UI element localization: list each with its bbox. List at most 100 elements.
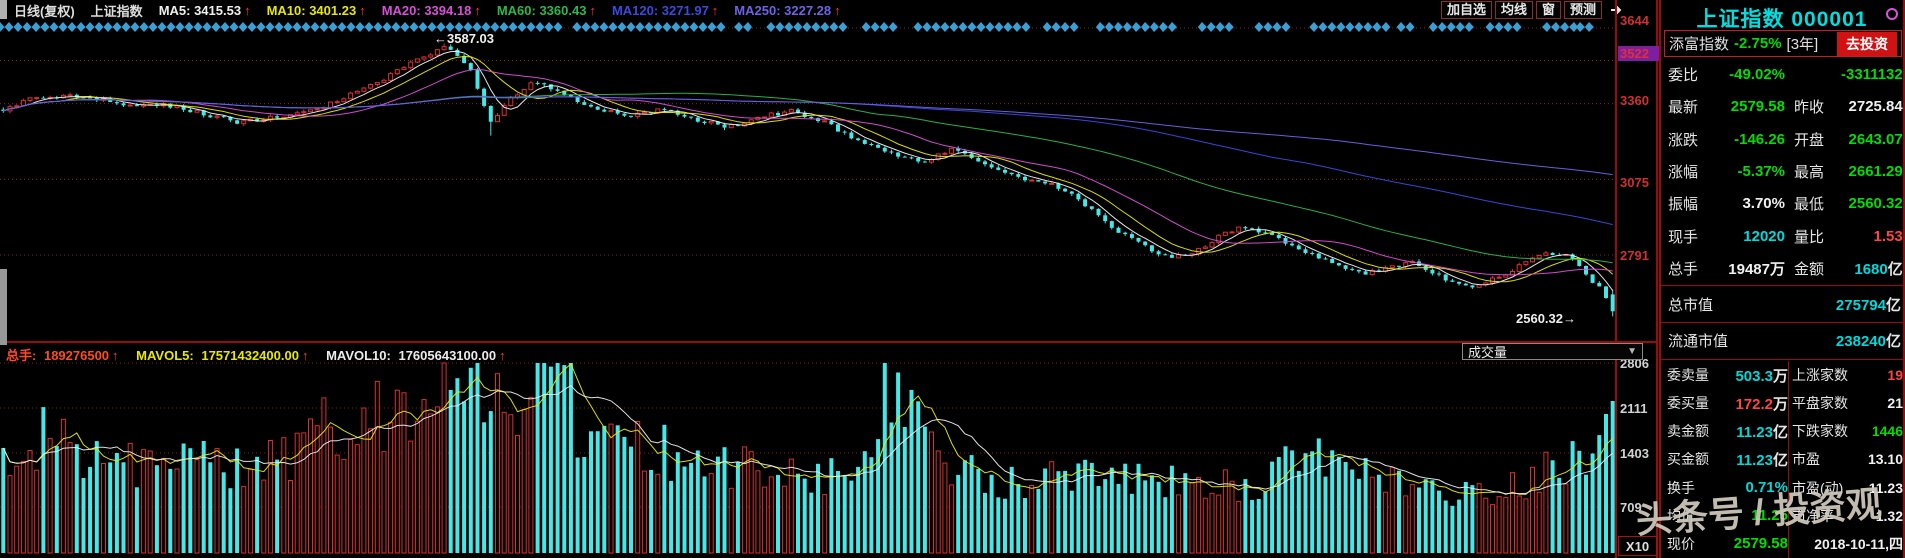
quote-cell: 昨收 [1794, 99, 1825, 117]
price-tick-highlighted: 3522 [1618, 46, 1659, 61]
quote-cell: 3.70% [1742, 195, 1785, 213]
up-arrow-icon: ↑ [589, 2, 596, 18]
stat-value: 21 [1887, 395, 1903, 412]
mavol10-value: 17605643100.00 [398, 348, 497, 363]
symbol-label: 上证指数 [90, 3, 143, 19]
quote-row: 总手 19487万 金额 1680亿 [1663, 253, 1905, 285]
mavol5-value: 17571432400.00 [201, 348, 299, 363]
stat-value: 172.2万 [1735, 395, 1788, 413]
panel-separator [1661, 359, 1903, 360]
stat-value: 1446 [1871, 423, 1903, 440]
price-candlestick-chart[interactable] [0, 20, 1616, 342]
quote-cell: 量比 [1794, 228, 1825, 246]
volume-indicator-header: 总手: 189276500 ↑ MAVOL5: 17571432400.00 ↑ M… [6, 345, 506, 364]
quote-cell: 金额 [1794, 261, 1825, 279]
stat-row: 卖金额 11.23亿 [1663, 417, 1788, 445]
panel-separator [1661, 322, 1903, 323]
invest-button[interactable]: 去投资 [1837, 31, 1897, 56]
left-edge-scrollbar[interactable] [0, 269, 7, 345]
stat-label: 买金额 [1667, 451, 1709, 468]
quote-cell: 现手 [1668, 228, 1699, 246]
stat-row: 2018-10-11,四 [1790, 530, 1903, 558]
quote-panel: 上证指数 000001 添富指数 -2.75% [3年] 去投资 委比 -49.0… [1659, 0, 1905, 558]
quote-cell: -49.02% [1729, 65, 1785, 83]
unit-label: 亿 [1885, 297, 1901, 315]
price-tick: 3644 [1620, 13, 1649, 28]
last-low-annotation: 2560.32→ [1516, 311, 1576, 326]
stat-value: 13.10 [1867, 451, 1903, 468]
unit-label: 万 [1772, 367, 1788, 385]
up-arrow-icon: ↑ [112, 348, 119, 363]
quote-cell: 19487万 [1728, 261, 1785, 279]
stat-row: 下跌家数 1446 [1790, 417, 1903, 445]
stat-label: 市净率 [1792, 507, 1834, 524]
cap-row: 总市值 275794亿 [1663, 287, 1903, 323]
ma-legend-item: MA250: 3227.28 ↑ [734, 2, 841, 18]
quote-row: 最新 2579.58 昨收 2725.84 [1663, 90, 1905, 122]
quote-cell: 12020 [1743, 227, 1785, 245]
cap-value: 275794亿 [1835, 297, 1901, 315]
up-arrow-icon: ↑ [711, 2, 719, 18]
up-arrow-icon: ↑ [834, 2, 841, 18]
period-label[interactable]: 日线(复权) [14, 3, 75, 19]
unit-label: 亿 [1772, 451, 1788, 469]
chevron-down-icon: ▼ [1627, 346, 1637, 357]
volume-tick: 2111 [1620, 401, 1648, 416]
up-arrow-icon: ↑ [359, 2, 366, 18]
volume-bar-chart[interactable] [0, 343, 1616, 558]
cap-label: 流通市值 [1668, 332, 1729, 350]
left-edge-strip-top [0, 0, 7, 19]
quote-cell: -3311132 [1841, 65, 1903, 83]
stat-label: 平盘家数 [1792, 395, 1848, 412]
stat-row: 平盘家数 21 [1790, 389, 1903, 417]
quote-cell: 最高 [1794, 163, 1825, 181]
toolbar-button-窗[interactable]: 窗 [1536, 1, 1562, 19]
panel-corner-icon[interactable] [1886, 8, 1898, 20]
quote-cell: 振幅 [1668, 196, 1699, 214]
unit-label: 亿 [1887, 261, 1903, 279]
up-arrow-icon: ↑ [301, 348, 309, 363]
stat-row: 均价 11.25 [1663, 502, 1788, 530]
quote-row: 振幅 3.70% 最低 2560.32 [1663, 188, 1905, 220]
toolbar-button-预测[interactable]: 预测 [1564, 1, 1603, 19]
stat-row: 上涨家数 19 [1790, 361, 1903, 389]
quote-rows: 委比 -49.02% -3311132 最新 2579.58 昨收 2725.84 涨跌 -14… [1663, 58, 1903, 285]
ma-legend-item: MA60: 3360.43 ↑ [496, 2, 596, 18]
stat-label: 委卖量 [1667, 367, 1709, 384]
up-arrow-icon: ↑ [244, 2, 251, 18]
topbar-button-group: 加自选 均线窗预测 [1441, 1, 1628, 19]
stat-value: 11.23亿 [1736, 423, 1788, 441]
quote-cell: 委比 [1668, 66, 1699, 84]
unit-label: 万 [1772, 395, 1788, 413]
quote-cell: 2661.29 [1848, 162, 1903, 180]
stat-value: 503.3万 [1735, 367, 1788, 385]
stat-value: 11.25 [1751, 507, 1788, 525]
stat-row: 买金额 11.23亿 [1663, 445, 1788, 473]
mavol5-label: MAVOL5: [136, 348, 194, 363]
stat-row: 委卖量 503.3万 [1663, 361, 1788, 389]
stat-row: 现价 2579.58 [1663, 530, 1788, 558]
zongshou-label: 总手: [6, 348, 37, 363]
unit-label: 亿 [1885, 332, 1901, 350]
quote-cell: 开盘 [1794, 131, 1825, 149]
toolbar-button-均线[interactable]: 均线 [1495, 1, 1534, 19]
quote-cell: 最新 [1668, 99, 1699, 117]
stat-row: 市盈 13.10 [1790, 445, 1903, 473]
quote-row: 涨跌 -146.26 开盘 2643.07 [1663, 123, 1905, 155]
stat-row: 委买量 172.2万 [1663, 389, 1788, 417]
quote-cell: 2643.07 [1848, 130, 1903, 148]
ma-legend-item: MA10: 3401.23 ↑ [266, 2, 366, 18]
toolbar-button-加自选[interactable]: 加自选 [1441, 1, 1493, 19]
quote-cell: 总手 [1668, 261, 1699, 279]
up-arrow-icon: ↑ [474, 2, 481, 18]
fund-period: [3年] [1786, 36, 1819, 53]
pane-divider[interactable] [0, 341, 1657, 343]
quote-cell: 2725.84 [1848, 98, 1903, 116]
volume-tick: 1403 [1620, 446, 1649, 461]
indicator-selector-dropdown[interactable]: 成交量 ▼ [1462, 343, 1643, 360]
stat-value: 19 [1887, 367, 1903, 384]
axis-right-border [1656, 0, 1658, 558]
volume-tick: 709 [1620, 500, 1642, 515]
price-tick: 2791 [1620, 248, 1649, 263]
